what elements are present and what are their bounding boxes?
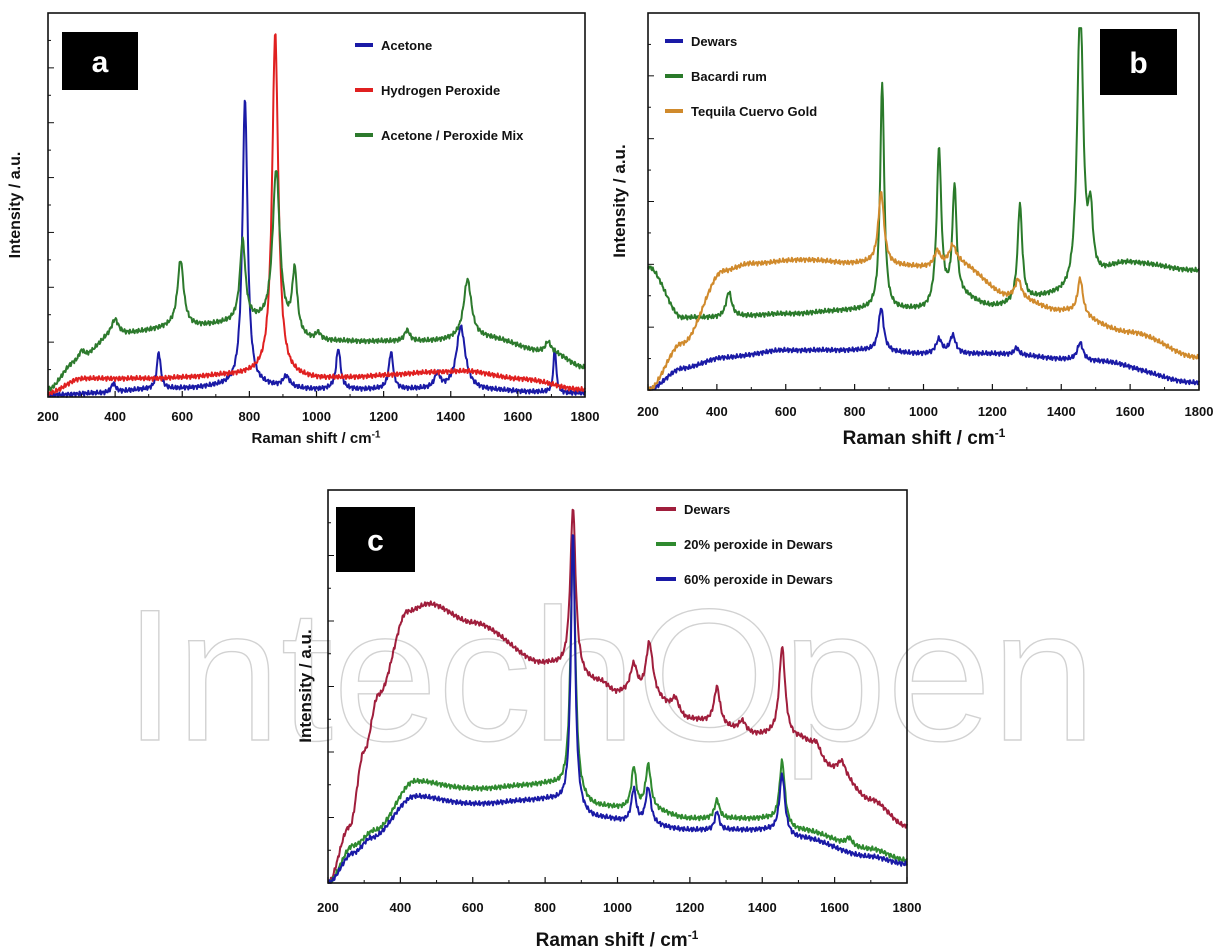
x-tick-label: 800 bbox=[844, 404, 866, 419]
panel-badge bbox=[1100, 29, 1177, 95]
x-tick-label: 1800 bbox=[893, 900, 922, 915]
x-tick-label: 200 bbox=[37, 409, 59, 424]
legend-entry: Dewars bbox=[691, 34, 737, 49]
series-line-3 bbox=[47, 170, 586, 392]
x-tick-label: 1800 bbox=[1185, 404, 1214, 419]
x-tick-label: 1400 bbox=[436, 409, 465, 424]
x-tick-label: 1000 bbox=[302, 409, 331, 424]
panel-badge bbox=[336, 507, 415, 572]
y-axis-label: Intensity / a.u. bbox=[296, 629, 315, 742]
legend-entry: Acetone bbox=[381, 38, 432, 53]
x-tick-label: 600 bbox=[462, 900, 484, 915]
panel-badge-label: a bbox=[92, 46, 109, 79]
series-line-2 bbox=[647, 27, 1200, 321]
series-line-2 bbox=[327, 541, 908, 884]
x-tick-label: 1200 bbox=[978, 404, 1007, 419]
x-tick-label: 400 bbox=[390, 900, 412, 915]
x-tick-label: 1200 bbox=[675, 900, 704, 915]
legend-entry: Hydrogen Peroxide bbox=[381, 83, 500, 98]
panel-a: 200 400 600 800 1000 1200 1400 1600 1800 Raman sh… bbox=[7, 12, 600, 447]
panel-badge-label: c bbox=[367, 524, 384, 557]
panel-c: 200 400 600 800 1000 1200 1400 1600 1800 Raman sh… bbox=[296, 489, 922, 949]
series-line-1 bbox=[47, 99, 586, 398]
x-tick-label: 1000 bbox=[603, 900, 632, 915]
series-line-1 bbox=[327, 508, 908, 884]
x-tick-label: 200 bbox=[317, 900, 339, 915]
series-line-2 bbox=[47, 33, 586, 397]
y-axis-label: Intensity / a.u. bbox=[610, 144, 629, 257]
x-tick-label: 1600 bbox=[503, 409, 532, 424]
x-axis-label: Raman shift / cm-1 bbox=[843, 426, 1006, 449]
x-axis-label: Raman shift / cm-1 bbox=[536, 928, 699, 949]
x-axis-label-sup: -1 bbox=[688, 928, 699, 942]
panel-badge bbox=[62, 32, 138, 90]
x-tick-label: 600 bbox=[775, 404, 797, 419]
x-tick-label: 400 bbox=[104, 409, 126, 424]
panel-badge-label: b bbox=[1129, 47, 1147, 80]
panel-b: 200 400 600 800 1000 1200 1400 1600 1800 Raman sh… bbox=[610, 12, 1214, 449]
x-tick-label: 1400 bbox=[748, 900, 777, 915]
x-tick-label: 800 bbox=[534, 900, 556, 915]
y-axis-label: Intensity / a.u. bbox=[7, 152, 24, 259]
series-line-3 bbox=[647, 191, 1200, 391]
legend-entry: Acetone / Peroxide Mix bbox=[381, 128, 524, 143]
x-tick-label: 400 bbox=[706, 404, 728, 419]
legend-entry: 60% peroxide in Dewars bbox=[684, 572, 833, 587]
series-line-1 bbox=[647, 307, 1200, 391]
series-line-3 bbox=[327, 534, 908, 884]
legend-entry: Dewars bbox=[684, 502, 730, 517]
x-tick-label: 600 bbox=[171, 409, 193, 424]
x-axis-label: Raman shift / cm-1 bbox=[252, 429, 381, 447]
x-tick-label: 800 bbox=[239, 409, 261, 424]
legend-entry: 20% peroxide in Dewars bbox=[684, 537, 833, 552]
x-tick-label: 1400 bbox=[1047, 404, 1076, 419]
x-axis-label-sup: -1 bbox=[372, 429, 381, 440]
x-tick-label: 1000 bbox=[909, 404, 938, 419]
x-axis-label-sup: -1 bbox=[995, 426, 1006, 440]
x-tick-label: 1600 bbox=[820, 900, 849, 915]
watermark: IntechOpen bbox=[124, 570, 1096, 780]
x-tick-label: 1200 bbox=[369, 409, 398, 424]
legend-entry: Tequila Cuervo Gold bbox=[691, 104, 817, 119]
legend-entry: Bacardi rum bbox=[691, 69, 767, 84]
x-tick-label: 200 bbox=[637, 404, 659, 419]
x-tick-label: 1800 bbox=[571, 409, 600, 424]
x-tick-label: 1600 bbox=[1116, 404, 1145, 419]
